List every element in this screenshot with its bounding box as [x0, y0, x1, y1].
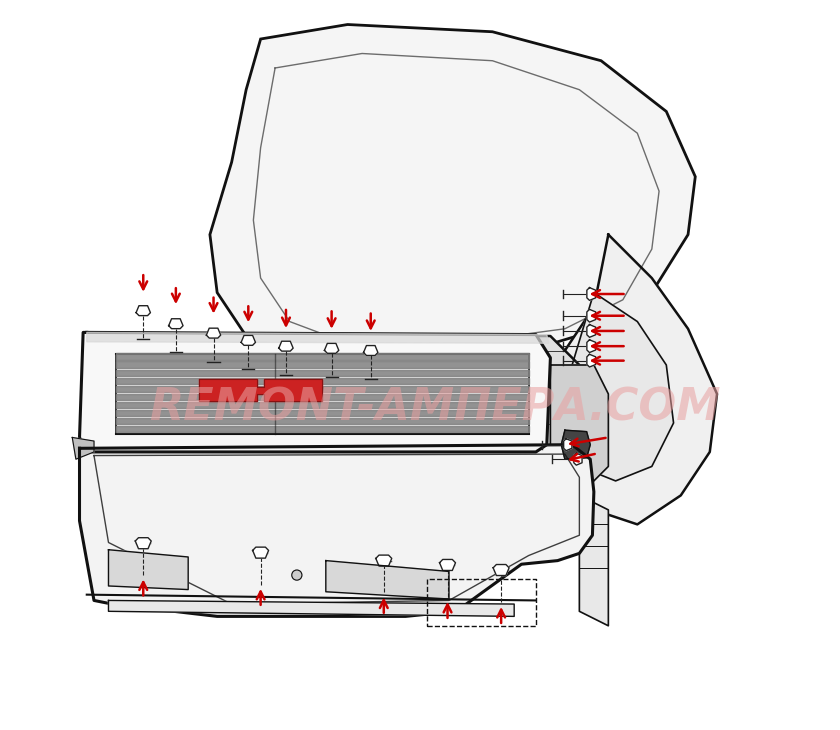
Polygon shape [364, 345, 378, 356]
Polygon shape [241, 335, 255, 345]
Polygon shape [80, 445, 594, 616]
Polygon shape [116, 377, 528, 384]
Polygon shape [324, 343, 339, 353]
Polygon shape [108, 601, 514, 616]
Polygon shape [587, 339, 596, 353]
Polygon shape [116, 361, 528, 368]
Polygon shape [169, 319, 183, 328]
Polygon shape [135, 538, 151, 549]
Polygon shape [587, 288, 596, 300]
Polygon shape [116, 418, 528, 424]
Polygon shape [199, 380, 323, 402]
Polygon shape [72, 437, 94, 459]
Polygon shape [587, 310, 596, 322]
Polygon shape [116, 385, 528, 392]
Polygon shape [550, 234, 717, 524]
Polygon shape [439, 559, 455, 570]
Polygon shape [116, 369, 528, 376]
Polygon shape [136, 306, 150, 315]
Polygon shape [574, 453, 582, 465]
Circle shape [291, 570, 302, 580]
Polygon shape [253, 547, 269, 558]
Polygon shape [564, 439, 572, 450]
Polygon shape [232, 481, 580, 510]
Polygon shape [587, 325, 596, 337]
Polygon shape [80, 332, 550, 452]
Text: REMONT-АМПЕРА.COM: REMONT-АМПЕРА.COM [149, 387, 720, 430]
Polygon shape [580, 496, 608, 626]
Polygon shape [493, 564, 509, 575]
Polygon shape [87, 332, 549, 343]
Polygon shape [116, 402, 528, 408]
Polygon shape [116, 393, 528, 400]
Polygon shape [108, 550, 188, 590]
Polygon shape [375, 555, 391, 566]
Polygon shape [326, 561, 449, 599]
Polygon shape [116, 426, 528, 432]
Polygon shape [279, 341, 293, 351]
Polygon shape [232, 336, 580, 496]
Polygon shape [116, 353, 528, 360]
Polygon shape [207, 328, 221, 338]
Polygon shape [564, 293, 674, 481]
Polygon shape [116, 410, 528, 416]
Polygon shape [210, 25, 696, 372]
Polygon shape [550, 365, 608, 496]
Polygon shape [561, 430, 591, 459]
Polygon shape [587, 354, 596, 367]
